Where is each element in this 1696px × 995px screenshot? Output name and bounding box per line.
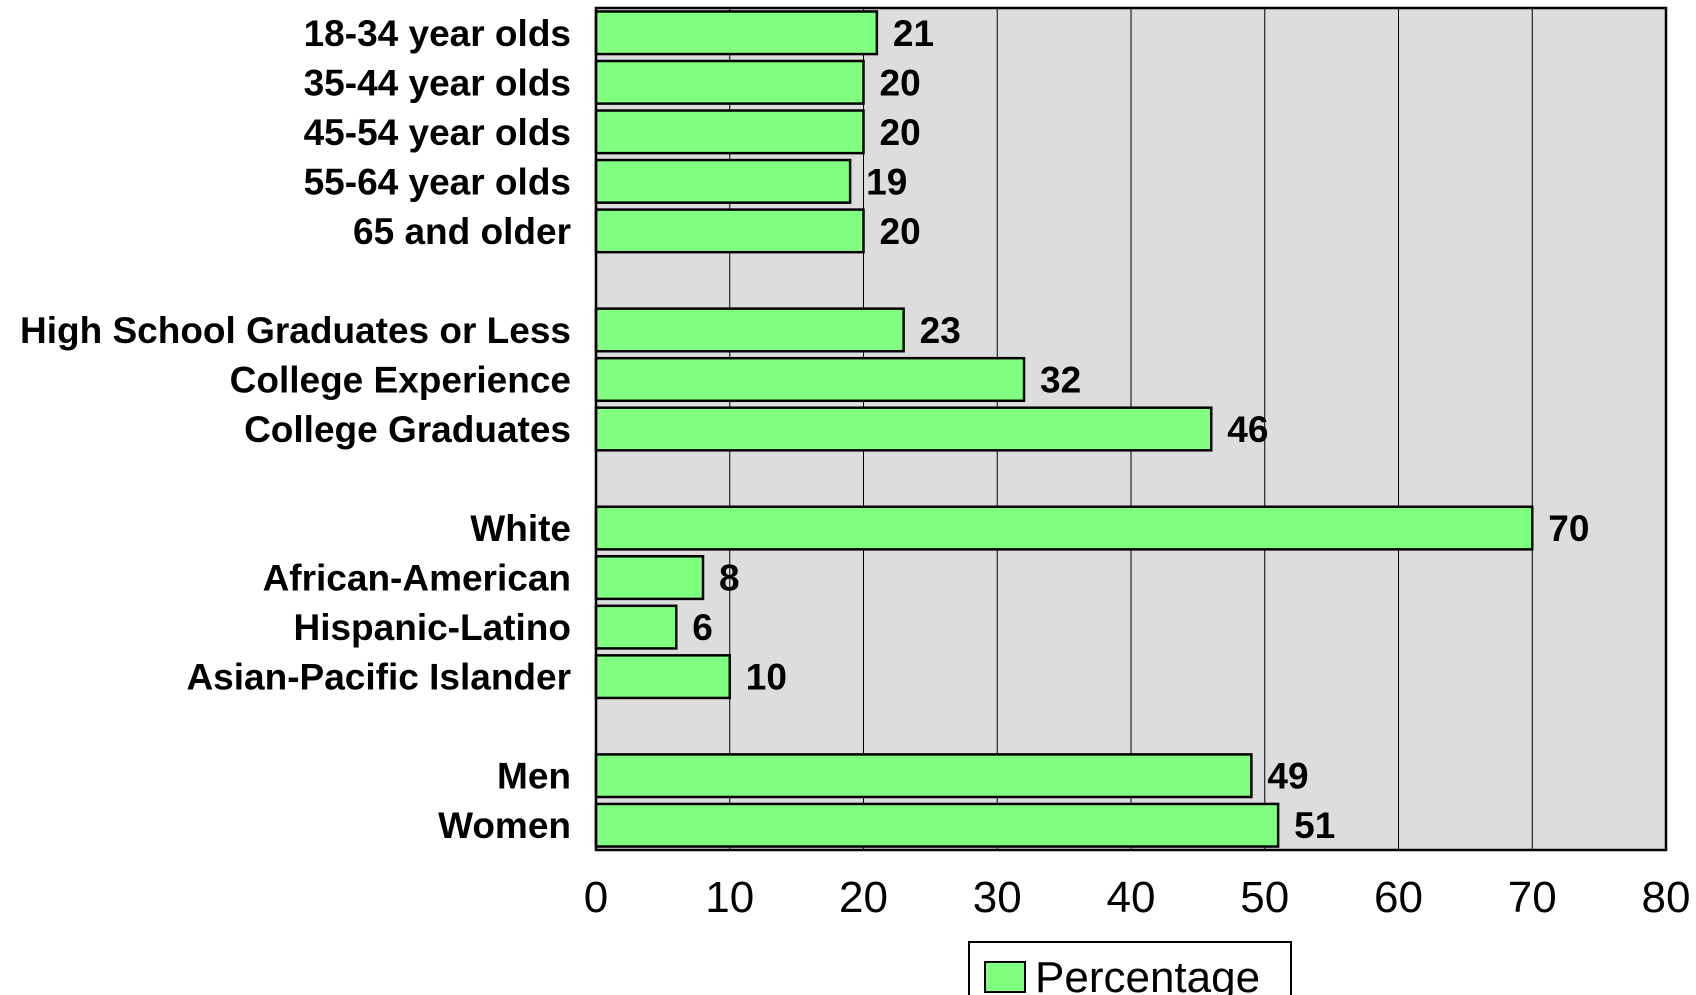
x-tick-label: 20	[839, 873, 888, 922]
bar	[594, 753, 1253, 799]
value-label: 19	[866, 161, 907, 202]
bars	[594, 10, 1534, 848]
x-tick-label: 0	[584, 873, 608, 922]
bar	[594, 505, 1534, 551]
category-label: Women	[438, 805, 571, 846]
legend-label: Percentage	[1035, 953, 1260, 995]
bar	[594, 59, 865, 105]
x-tick-label: 70	[1508, 873, 1557, 922]
category-label: High School Graduates or Less	[20, 310, 571, 351]
category-label: College Graduates	[244, 409, 571, 450]
category-label: Hispanic-Latino	[293, 607, 571, 648]
category-labels: 18-34 year olds 35-44 year olds 45-54 year…	[20, 13, 571, 846]
value-label: 46	[1227, 409, 1268, 450]
category-label: College Experience	[230, 359, 571, 400]
value-labels: 21 20 20 19 20 23 32 46 70 86 10 49 51	[692, 13, 1589, 846]
value-label: 10	[746, 657, 787, 698]
bar	[594, 307, 905, 353]
bar	[594, 802, 1280, 848]
bar	[594, 604, 678, 650]
value-label: 20	[880, 62, 921, 103]
category-label: 35-44 year olds	[304, 62, 571, 103]
value-label: 23	[920, 310, 961, 351]
plot-border	[594, 6, 1668, 852]
bar	[594, 356, 1026, 403]
category-label: African-American	[263, 558, 571, 599]
category-label: 18-34 year olds	[304, 13, 571, 54]
value-label: 51	[1294, 805, 1335, 846]
value-label: 49	[1267, 756, 1308, 797]
category-label: Asian-Pacific Islander	[186, 657, 571, 698]
value-label: 20	[880, 112, 921, 153]
category-label: 45-54 year olds	[304, 112, 571, 153]
x-tick-label: 50	[1240, 873, 1289, 922]
value-label: 20	[880, 211, 921, 252]
value-label: 21	[893, 13, 934, 54]
category-label: White	[470, 508, 571, 549]
x-tick-label: 30	[973, 873, 1022, 922]
x-tick-label: 60	[1374, 873, 1423, 922]
category-label: 65 and older	[353, 211, 571, 252]
bar	[594, 654, 731, 700]
bar	[594, 208, 865, 254]
value-label: 70	[1548, 508, 1589, 549]
legend-swatch	[984, 961, 1026, 993]
value-label: 32	[1040, 359, 1081, 400]
x-tick-label: 40	[1107, 873, 1156, 922]
category-label: Men	[497, 756, 571, 797]
value-label: 8	[719, 558, 740, 599]
bar	[594, 109, 865, 155]
bar	[594, 555, 705, 601]
bar	[594, 158, 852, 204]
category-label: 55-64 year olds	[304, 161, 571, 202]
x-tick-label: 10	[705, 873, 754, 922]
bar	[594, 10, 879, 56]
bar	[594, 406, 1213, 452]
value-label: 6	[692, 607, 713, 648]
x-axis-tick-labels: 0 10 20 30 40 50 60 70 80	[584, 873, 1691, 922]
legend: Percentage	[968, 941, 1292, 995]
x-tick-label: 80	[1642, 873, 1691, 922]
